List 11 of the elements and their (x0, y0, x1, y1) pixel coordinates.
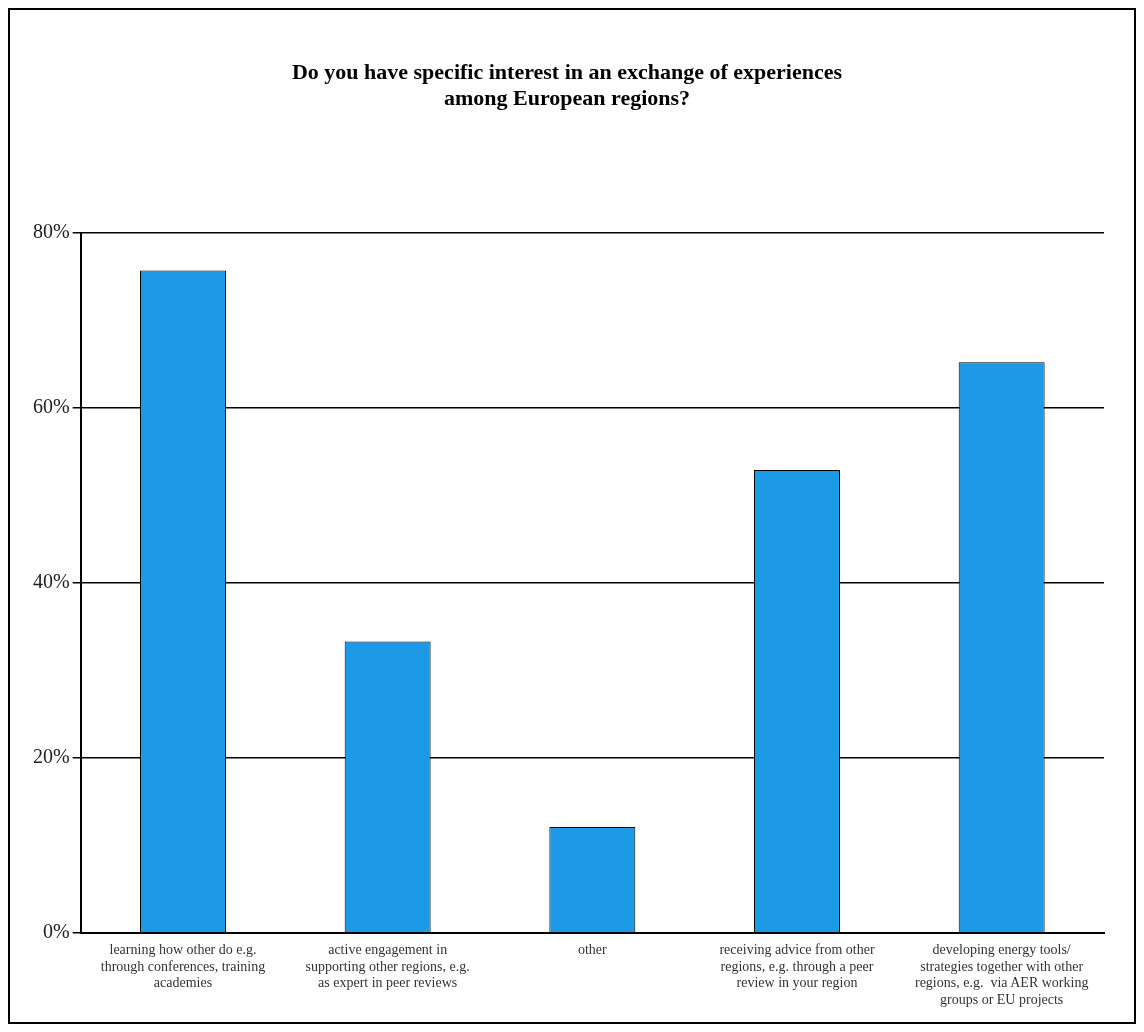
y-tick-label: 40% (32, 570, 70, 593)
y-tick-label: 20% (32, 745, 70, 768)
chart-title: Do you have specific interest in an exchange of experiences among European regions? (291, 58, 843, 111)
x-tick-label: learning how other do e.g. through conferences, training academies (100, 941, 266, 991)
x-tick-label: developing energy tools/ strategies together with other regions, e.g. via AER working groups or EU projects (914, 941, 1089, 1008)
x-tick-label: receiving advice from other regions, e.g. through a peer review in your region (719, 941, 875, 991)
y-tick-label: 80% (32, 220, 70, 243)
y-tick-label: 60% (32, 395, 70, 418)
y-tick-label: 0% (42, 920, 70, 943)
x-tick-label: other (577, 941, 608, 957)
x-tick-label: active engagement in supporting other regions, e.g. as expert in peer reviews (305, 941, 470, 991)
